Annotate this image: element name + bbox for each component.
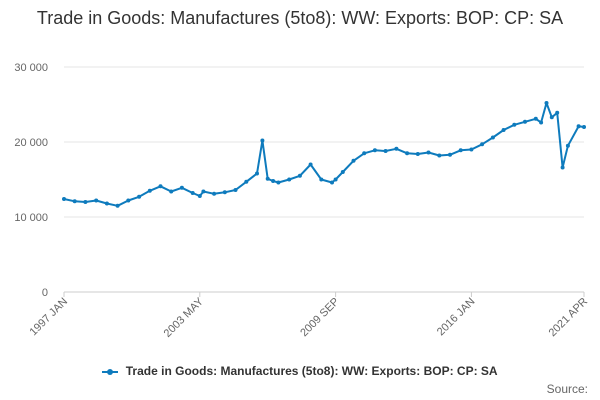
data-point[interactable] xyxy=(169,189,174,194)
x-axis-tick-labels: 1997 JAN 2003 MAY 2009 SEP 2016 JAN 2021 APR xyxy=(27,292,590,340)
data-point[interactable] xyxy=(565,143,570,148)
x-tick-label: 2009 SEP xyxy=(298,296,342,340)
data-point[interactable] xyxy=(362,151,367,156)
data-point[interactable] xyxy=(260,138,265,143)
data-point[interactable] xyxy=(126,198,131,203)
data-point[interactable] xyxy=(576,124,581,129)
data-point[interactable] xyxy=(383,149,388,153)
data-point[interactable] xyxy=(276,180,281,185)
data-point[interactable] xyxy=(523,119,527,124)
data-point[interactable] xyxy=(104,201,109,206)
x-tick-label: 2003 MAY xyxy=(162,295,207,340)
data-point[interactable] xyxy=(271,179,276,183)
source-label: Source: xyxy=(546,382,588,396)
data-point[interactable] xyxy=(94,198,99,203)
data-point[interactable] xyxy=(255,171,259,176)
chart-title: Trade in Goods: Manufactures (5to8): WW:… xyxy=(36,8,564,28)
y-tick-label: 20 000 xyxy=(14,137,48,149)
data-point[interactable] xyxy=(297,173,302,178)
data-point[interactable] xyxy=(340,170,345,174)
data-point[interactable] xyxy=(582,125,586,129)
data-point[interactable] xyxy=(179,185,184,190)
y-tick-label: 10 000 xyxy=(14,212,48,224)
y-tick-label: 30 000 xyxy=(14,62,48,74)
data-point[interactable] xyxy=(539,120,544,125)
data-point[interactable] xyxy=(287,177,292,182)
data-point[interactable] xyxy=(158,184,163,189)
data-point[interactable] xyxy=(437,153,442,158)
data-point[interactable] xyxy=(351,158,356,163)
data-point[interactable] xyxy=(490,135,495,140)
data-point[interactable] xyxy=(512,122,517,127)
data-point[interactable] xyxy=(555,110,560,115)
data-point[interactable] xyxy=(212,191,217,196)
data-point[interactable] xyxy=(222,190,227,195)
data-point[interactable] xyxy=(319,177,324,182)
legend-label: Trade in Goods: Manufactures (5to8): WW:… xyxy=(125,364,498,378)
data-point[interactable] xyxy=(201,189,206,194)
data-point[interactable] xyxy=(72,199,77,204)
data-point[interactable] xyxy=(147,188,152,193)
data-point[interactable] xyxy=(62,197,66,201)
data-point[interactable] xyxy=(137,194,142,199)
data-point[interactable] xyxy=(458,148,463,153)
data-point[interactable] xyxy=(448,152,452,157)
y-tick-label: 0 xyxy=(42,287,48,299)
data-point[interactable] xyxy=(308,162,313,167)
data-point[interactable] xyxy=(549,115,554,120)
data-point[interactable] xyxy=(333,177,338,182)
data-point[interactable] xyxy=(394,146,399,151)
data-point[interactable] xyxy=(405,151,410,156)
data-point[interactable] xyxy=(501,128,506,132)
data-point[interactable] xyxy=(426,150,431,155)
x-tick-label: 2021 APR xyxy=(547,296,591,340)
data-point[interactable] xyxy=(469,147,474,152)
data-point[interactable] xyxy=(533,116,538,121)
data-point[interactable] xyxy=(197,194,202,198)
legend-line-icon xyxy=(102,367,119,377)
data-point[interactable] xyxy=(330,180,334,185)
data-point[interactable] xyxy=(233,188,238,192)
x-tick-label: 1997 JAN xyxy=(27,296,70,339)
data-point[interactable] xyxy=(544,101,549,105)
data-point[interactable] xyxy=(265,176,270,181)
data-point[interactable] xyxy=(83,200,88,204)
data-point[interactable] xyxy=(560,165,565,170)
data-point[interactable] xyxy=(480,142,485,147)
gridlines xyxy=(64,66,584,218)
data-point[interactable] xyxy=(415,152,420,156)
x-tick-label: 2016 JAN xyxy=(435,296,478,339)
data-point[interactable] xyxy=(244,179,249,184)
legend[interactable]: Trade in Goods: Manufactures (5to8): WW:… xyxy=(0,364,600,378)
series-line[interactable] xyxy=(63,102,585,207)
y-axis-tick-labels: 0 10 000 20 000 30 000 xyxy=(14,62,48,299)
data-point[interactable] xyxy=(115,203,120,208)
data-point[interactable] xyxy=(372,148,377,153)
series-group xyxy=(62,101,586,208)
data-point[interactable] xyxy=(190,191,195,195)
